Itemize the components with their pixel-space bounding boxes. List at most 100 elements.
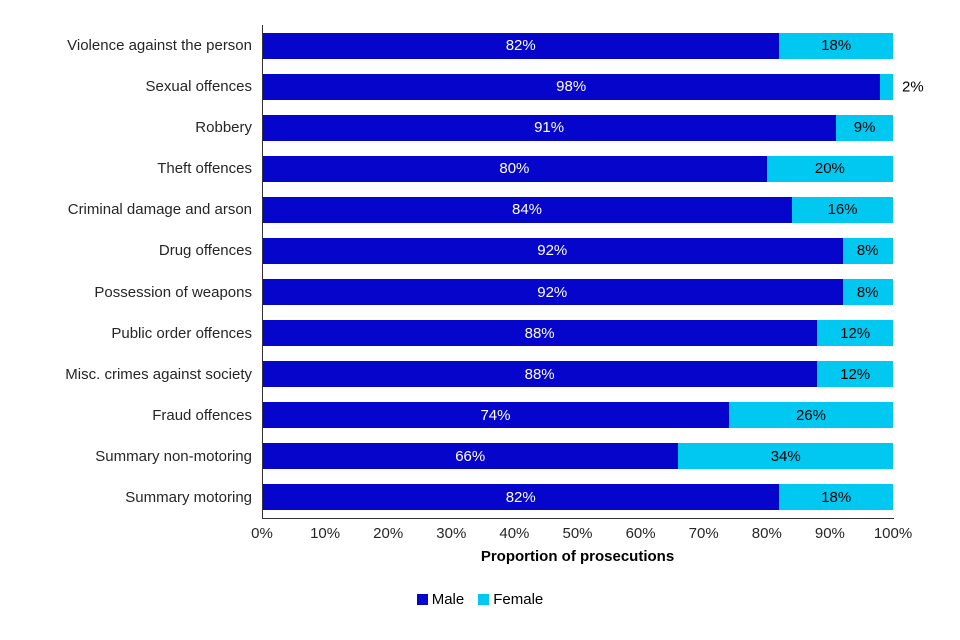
- bar-segment-female: 8%: [842, 237, 893, 264]
- bar-track: 88% 12%: [262, 361, 893, 388]
- x-tick-label: 30%: [436, 525, 467, 542]
- value-label: 2%: [902, 78, 924, 96]
- bar-track: 91% 9%: [262, 114, 893, 141]
- legend-label: Male: [431, 591, 465, 608]
- bar-segment-female: 34%: [678, 443, 893, 470]
- chart-row: Sexual offences 98% 2%: [0, 66, 960, 107]
- bar-track: 88% 12%: [262, 320, 893, 347]
- bar-segment-female: 18%: [779, 32, 893, 59]
- bar-segment-female: [880, 73, 893, 100]
- bar-track: 74% 26%: [262, 402, 893, 429]
- x-tick-label: 80%: [751, 525, 782, 542]
- x-tick-label: 90%: [814, 525, 845, 542]
- chart-row: Theft offences 80% 20%: [0, 148, 960, 189]
- category-label: Public order offences: [111, 324, 252, 342]
- bar-track: 82% 18%: [262, 484, 893, 511]
- x-tick-label: 40%: [499, 525, 530, 542]
- value-label: 92%: [537, 242, 568, 260]
- bar-segment-female: 18%: [779, 484, 893, 511]
- category-label: Theft offences: [157, 160, 252, 178]
- x-tick-label: 20%: [373, 525, 404, 542]
- legend-swatch-male: [416, 594, 428, 605]
- chart-row: Misc. crimes against society 88% 12%: [0, 354, 960, 395]
- bar-segment-female: 20%: [766, 155, 893, 182]
- legend: Male Female: [0, 591, 960, 608]
- value-label: 8%: [856, 242, 879, 260]
- bar-segment-male: 88%: [262, 361, 818, 388]
- bar-track: 92% 8%: [262, 237, 893, 264]
- chart-row: Summary non-motoring 66% 34%: [0, 436, 960, 477]
- chart-row: Drug offences 92% 8%: [0, 230, 960, 271]
- value-label: 98%: [556, 78, 587, 96]
- value-label: 12%: [840, 365, 871, 383]
- value-label: 88%: [524, 324, 555, 342]
- bar-segment-male: 84%: [262, 196, 793, 223]
- legend-item-male: Male: [416, 591, 465, 608]
- x-axis-line: [262, 518, 894, 519]
- bar-segment-male: 66%: [262, 443, 679, 470]
- legend-swatch-female: [478, 594, 490, 605]
- x-tick-label: 10%: [310, 525, 341, 542]
- value-label: 9%: [853, 119, 876, 137]
- value-label: 26%: [795, 406, 826, 424]
- category-label: Drug offences: [158, 242, 252, 260]
- x-axis-ticks: 0% 10% 20% 30% 40% 50% 60% 70% 80% 90% 100%: [251, 525, 912, 543]
- bar-segment-male: 91%: [262, 114, 837, 141]
- bar-track: 84% 16%: [262, 196, 893, 223]
- category-label: Criminal damage and arson: [67, 201, 252, 219]
- bar-track: 66% 34%: [262, 443, 893, 470]
- bar-segment-female: 16%: [792, 196, 893, 223]
- category-label: Summary motoring: [125, 488, 252, 506]
- value-label: 82%: [505, 488, 536, 506]
- chart-row: Possession of weapons 92% 8%: [0, 271, 960, 312]
- x-tick-label: 60%: [625, 525, 656, 542]
- category-label: Summary non-motoring: [95, 447, 252, 465]
- category-label: Fraud offences: [152, 406, 252, 424]
- value-label: 16%: [827, 201, 858, 219]
- x-tick-label: 100%: [873, 525, 913, 542]
- category-label: Violence against the person: [67, 37, 252, 55]
- bar-segment-male: 82%: [262, 32, 780, 59]
- chart-row: Fraud offences 74% 26%: [0, 395, 960, 436]
- category-label: Misc. crimes against society: [65, 365, 252, 383]
- bar-segment-female: 9%: [836, 114, 893, 141]
- y-axis-line: [262, 25, 263, 518]
- bar-segment-male: 82%: [262, 484, 780, 511]
- category-label: Sexual offences: [145, 78, 252, 96]
- value-label: 82%: [505, 37, 536, 55]
- category-label: Possession of weapons: [94, 283, 252, 301]
- chart-row: Robbery 91% 9%: [0, 107, 960, 148]
- value-label: 84%: [512, 201, 543, 219]
- bar-track: 92% 8%: [262, 279, 893, 305]
- chart-row: Violence against the person 82% 18%: [0, 25, 960, 66]
- value-label: 74%: [480, 406, 511, 424]
- category-label: Robbery: [195, 119, 252, 137]
- x-tick-label: 0%: [251, 525, 273, 542]
- value-label: 20%: [814, 160, 845, 178]
- bar-track: 98% 2%: [262, 73, 924, 100]
- value-label: 8%: [856, 283, 879, 301]
- plot-area: Violence against the person 82% 18% Sexual …: [0, 25, 960, 518]
- value-label: 80%: [499, 160, 530, 178]
- bar-segment-male: 88%: [262, 320, 818, 347]
- bar-track: 82% 18%: [262, 32, 893, 59]
- value-label: 18%: [821, 37, 852, 55]
- value-label: 88%: [524, 365, 555, 383]
- value-label: 66%: [455, 447, 486, 465]
- x-axis-title: Proportion of prosecutions: [480, 548, 675, 565]
- bar-segment-female: 8%: [842, 279, 893, 305]
- bar-segment-male: 80%: [262, 155, 767, 182]
- chart-row: Public order offences 88% 12%: [0, 313, 960, 354]
- bar-segment-female: 12%: [817, 361, 893, 388]
- bar-segment-male: 92%: [262, 237, 843, 264]
- value-label: 34%: [770, 447, 801, 465]
- x-tick-label: 50%: [562, 525, 593, 542]
- chart-row: Criminal damage and arson 84% 16%: [0, 189, 960, 230]
- value-label: 18%: [821, 488, 852, 506]
- bar-segment-female: 12%: [817, 320, 893, 347]
- x-tick-label: 70%: [688, 525, 719, 542]
- legend-item-female: Female: [478, 591, 543, 608]
- value-label: 91%: [534, 119, 565, 137]
- legend-label: Female: [493, 591, 544, 608]
